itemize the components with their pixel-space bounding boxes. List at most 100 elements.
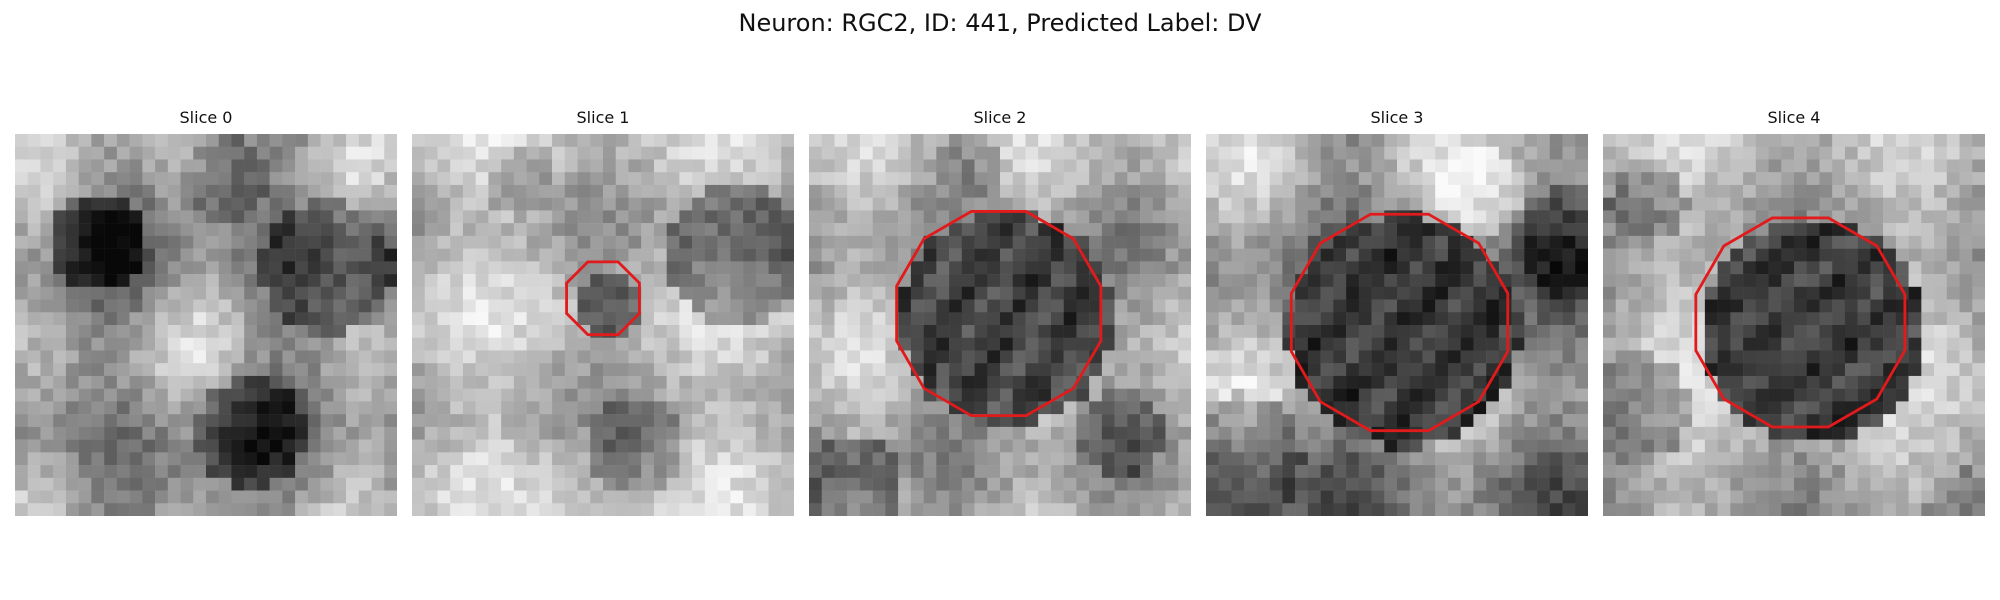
pixel (206, 452, 219, 466)
pixel (781, 197, 794, 211)
pixel (1562, 325, 1576, 338)
pixel (910, 210, 924, 224)
pixel (1562, 184, 1576, 198)
pixel (91, 248, 105, 262)
pixel (193, 452, 207, 466)
pixel (116, 223, 130, 237)
pixel (1371, 248, 1385, 262)
pixel (704, 452, 718, 466)
pixel (1473, 312, 1487, 326)
pixel (104, 235, 118, 249)
pixel (679, 274, 693, 288)
pixel (1692, 363, 1706, 377)
pixel (488, 490, 502, 504)
pixel (346, 312, 360, 326)
pixel (1537, 223, 1551, 237)
pixel (412, 426, 425, 440)
pixel (1666, 223, 1680, 237)
pixel (1603, 477, 1616, 491)
pixel (193, 414, 207, 428)
pixel (666, 337, 680, 351)
pixel (424, 401, 438, 415)
pixel (781, 248, 794, 262)
pixel (104, 363, 118, 377)
pixel (1282, 337, 1296, 351)
pixel (577, 159, 591, 173)
pixel (847, 299, 861, 313)
pixel (475, 274, 489, 288)
pixel (1435, 337, 1449, 351)
pixel (475, 414, 489, 428)
pixel (358, 159, 372, 173)
pixel (40, 134, 54, 147)
pixel (27, 477, 41, 491)
pixel (1628, 274, 1642, 288)
pixel (1140, 325, 1154, 338)
pixel (1358, 439, 1372, 453)
pixel (78, 223, 92, 237)
pixel (1743, 465, 1757, 479)
pixel (1486, 452, 1500, 466)
pixel (256, 452, 270, 466)
pixel (384, 477, 397, 491)
pixel (1012, 363, 1026, 377)
pixel (218, 490, 232, 504)
pixel (1307, 146, 1321, 160)
pixel (1282, 134, 1296, 147)
pixel (1114, 210, 1128, 224)
pixel (730, 414, 744, 428)
pixel (743, 426, 757, 440)
pixel (1307, 414, 1321, 428)
pixel (974, 159, 988, 173)
pixel (1384, 439, 1398, 453)
pixel (1921, 452, 1935, 466)
pixel (513, 414, 527, 428)
pixel (552, 465, 566, 479)
pixel (193, 439, 207, 453)
pixel (65, 172, 79, 186)
pixel (1819, 426, 1833, 440)
pixel (1012, 414, 1026, 428)
pixel (1320, 312, 1334, 326)
pixel (1498, 210, 1512, 224)
pixel (717, 388, 731, 402)
pixel (1358, 159, 1372, 173)
pixel (949, 465, 963, 479)
pixel (755, 210, 769, 224)
pixel (1615, 286, 1629, 300)
pixel (218, 184, 232, 198)
pixel (1218, 452, 1232, 466)
pixel (1883, 146, 1897, 160)
pixel (1101, 375, 1115, 389)
pixel (1562, 401, 1576, 415)
pixel (552, 503, 566, 516)
pixel (923, 503, 937, 516)
pixel (1794, 350, 1807, 364)
pixel (1934, 363, 1948, 377)
pixel (1537, 134, 1551, 147)
pixel (949, 286, 963, 300)
pixel (1972, 197, 1985, 211)
pixel (320, 134, 334, 147)
pixel (768, 490, 782, 504)
pixel (834, 223, 848, 237)
pixel (1908, 172, 1922, 186)
pixel (437, 210, 451, 224)
pixel (129, 350, 143, 364)
pixel (1231, 159, 1245, 173)
pixel (1397, 248, 1410, 262)
pixel (53, 337, 67, 351)
pixel (40, 401, 54, 415)
pixel (704, 325, 718, 338)
pixel (320, 210, 334, 224)
pixel (384, 350, 397, 364)
pixel (1768, 146, 1782, 160)
pixel (1653, 235, 1667, 249)
pixel (743, 350, 757, 364)
pixel (743, 465, 757, 479)
pixel (679, 172, 693, 186)
pixel (1730, 337, 1744, 351)
pixel (1409, 172, 1423, 186)
pixel (1857, 197, 1871, 211)
pixel (40, 286, 54, 300)
